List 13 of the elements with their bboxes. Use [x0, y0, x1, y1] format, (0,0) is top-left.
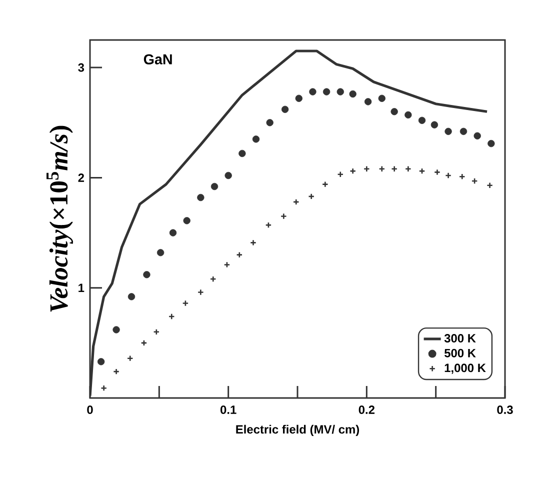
- y-tick-label: 3: [78, 63, 84, 72]
- x-tick-label: 0.1: [220, 406, 236, 414]
- x-axis-title: Electric field (MV/ cm): [236, 424, 360, 436]
- y-tick-label: 2: [78, 174, 84, 182]
- legend-label: 300 K: [444, 334, 476, 343]
- legend-label: 1,000 K: [444, 364, 486, 374]
- y-axis-title: Velocity(×10$^{5}$m/s): [46, 126, 73, 312]
- x-tick-label: 0: [87, 406, 93, 414]
- annotation: GaN: [144, 54, 172, 64]
- legend-label: 500 K: [444, 348, 476, 358]
- y-tick-label: 1: [78, 284, 84, 292]
- x-tick-label: 0.3: [497, 406, 513, 414]
- x-tick-label: 0.2: [358, 406, 375, 414]
